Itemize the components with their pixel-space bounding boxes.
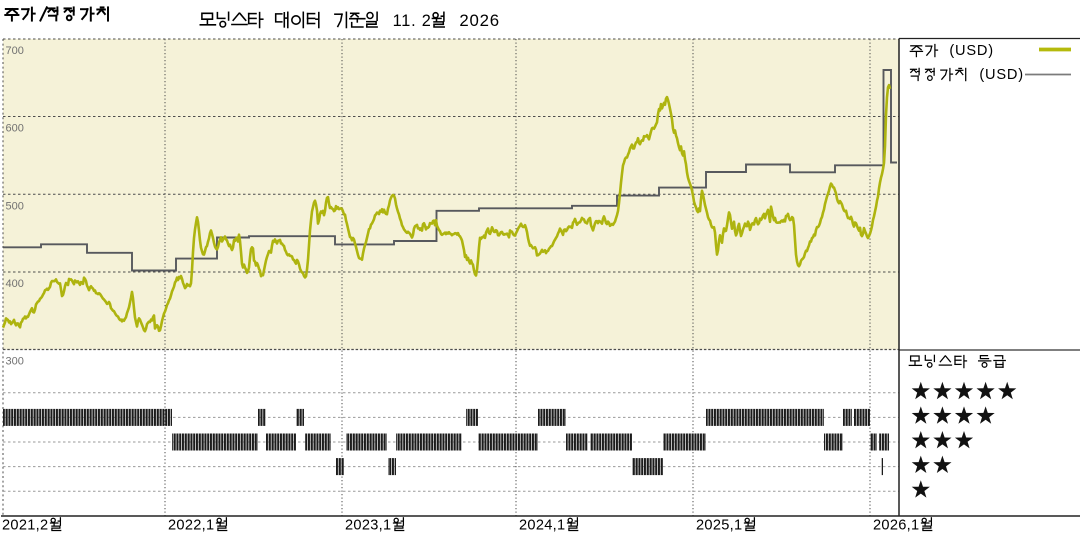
svg-text:2024,1: 2024,1 [519, 518, 565, 534]
svg-text:2022,1: 2022,1 [168, 518, 214, 534]
svg-text:2021,2: 2021,2 [2, 518, 48, 534]
svg-text:700: 700 [6, 45, 24, 57]
svg-text:300: 300 [6, 356, 24, 368]
svg-text:2025,1: 2025,1 [696, 518, 742, 534]
svg-text:11. 2: 11. 2 [393, 12, 432, 30]
svg-text:400: 400 [6, 278, 24, 290]
svg-text:(USD): (USD) [979, 67, 1024, 83]
svg-text:2026,1: 2026,1 [873, 518, 919, 534]
svg-text:600: 600 [6, 123, 24, 135]
svg-text:(USD): (USD) [949, 43, 994, 59]
svg-text:2023,1: 2023,1 [345, 518, 391, 534]
svg-text:2026: 2026 [459, 11, 500, 30]
svg-text:500: 500 [6, 200, 24, 212]
